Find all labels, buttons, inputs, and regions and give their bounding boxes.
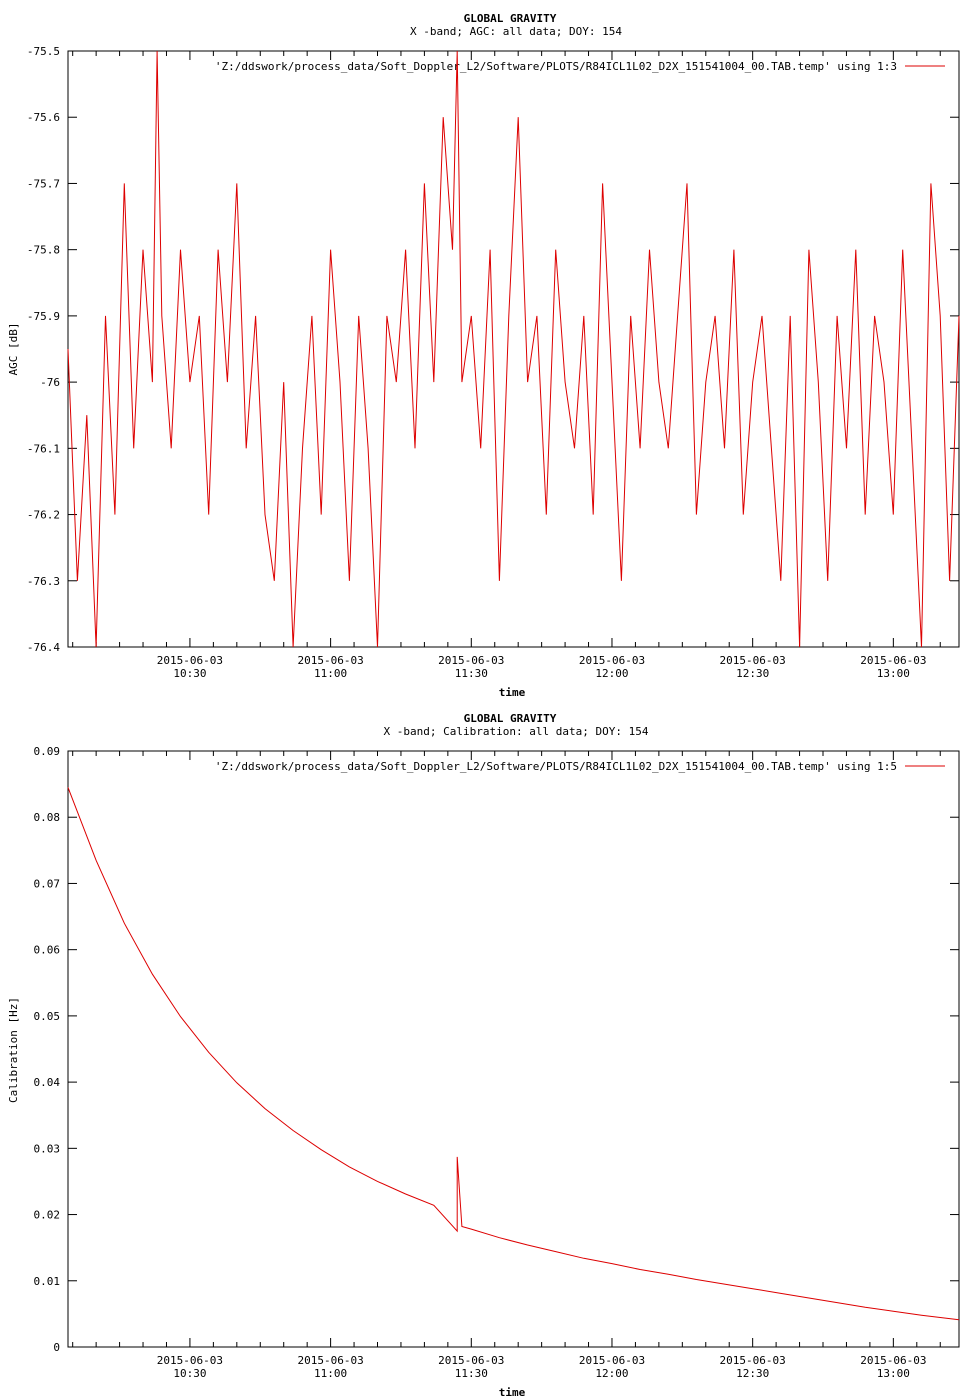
x-tick-label-date: 2015-06-03 bbox=[860, 654, 926, 667]
x-tick-label-time: 13:00 bbox=[877, 667, 910, 680]
y-tick-label: 0.02 bbox=[34, 1209, 61, 1222]
y-tick-label: -76 bbox=[40, 376, 60, 389]
x-tick-label-time: 12:30 bbox=[736, 1367, 769, 1380]
y-tick-label: 0 bbox=[53, 1341, 60, 1354]
y-tick-label: -76.1 bbox=[27, 442, 60, 455]
x-tick-label-time: 12:00 bbox=[595, 667, 628, 680]
y-tick-label: 0.03 bbox=[34, 1142, 61, 1155]
y-tick-label: 0.01 bbox=[34, 1275, 61, 1288]
x-tick-label-time: 10:30 bbox=[173, 667, 206, 680]
y-tick-label: -75.9 bbox=[27, 310, 60, 323]
x-tick-label-time: 11:30 bbox=[455, 1367, 488, 1380]
agc-chart: GLOBAL GRAVITY X -band; AGC: all data; D… bbox=[7, 12, 960, 699]
y-tick-label: -75.5 bbox=[27, 45, 60, 58]
plot-frame bbox=[67, 50, 960, 648]
chart-subtitle: X -band; AGC: all data; DOY: 154 bbox=[410, 25, 622, 38]
x-tick-label-time: 11:00 bbox=[314, 667, 347, 680]
chart-title: GLOBAL GRAVITY bbox=[464, 12, 557, 25]
y-tick-label: 0.05 bbox=[34, 1010, 61, 1023]
y-axis-label: Calibration [Hz] bbox=[7, 997, 20, 1103]
x-tick-label-time: 13:00 bbox=[877, 1367, 910, 1380]
x-tick-label-date: 2015-06-03 bbox=[438, 654, 504, 667]
x-tick-label-time: 11:00 bbox=[314, 1367, 347, 1380]
y-tick-label: 0.08 bbox=[34, 811, 61, 824]
legend-label: 'Z:/ddswork/process_data/Soft_Doppler_L2… bbox=[215, 60, 897, 73]
x-tick-label-date: 2015-06-03 bbox=[438, 1354, 504, 1367]
y-tick-label: -76.4 bbox=[27, 641, 60, 654]
y-axis-label: AGC [dB] bbox=[7, 323, 20, 376]
calibration-chart: GLOBAL GRAVITY X -band; Calibration: all… bbox=[7, 712, 960, 1399]
series-line bbox=[67, 50, 960, 648]
x-tick-label-time: 10:30 bbox=[173, 1367, 206, 1380]
y-tick-label: -75.8 bbox=[27, 244, 60, 257]
x-tick-label-date: 2015-06-03 bbox=[297, 654, 363, 667]
x-tick-label-date: 2015-06-03 bbox=[157, 654, 223, 667]
x-tick-label-date: 2015-06-03 bbox=[157, 1354, 223, 1367]
series-line bbox=[67, 787, 960, 1321]
x-tick-label-date: 2015-06-03 bbox=[720, 654, 786, 667]
x-tick-label-date: 2015-06-03 bbox=[579, 654, 645, 667]
chart-title: GLOBAL GRAVITY bbox=[464, 712, 557, 725]
x-tick-label-time: 12:00 bbox=[595, 1367, 628, 1380]
plot-frame bbox=[67, 750, 960, 1348]
y-tick-label: -75.7 bbox=[27, 177, 60, 190]
chart-subtitle: X -band; Calibration: all data; DOY: 154 bbox=[384, 725, 649, 738]
y-tick-label: 0.09 bbox=[34, 745, 61, 758]
x-tick-label-date: 2015-06-03 bbox=[297, 1354, 363, 1367]
x-tick-label-time: 11:30 bbox=[455, 667, 488, 680]
x-axis-label: time bbox=[499, 1386, 526, 1399]
x-tick-label-time: 12:30 bbox=[736, 667, 769, 680]
y-tick-label: 0.04 bbox=[34, 1076, 61, 1089]
y-tick-label: -76.3 bbox=[27, 575, 60, 588]
x-tick-label-date: 2015-06-03 bbox=[579, 1354, 645, 1367]
y-tick-label: -76.2 bbox=[27, 509, 60, 522]
x-tick-label-date: 2015-06-03 bbox=[720, 1354, 786, 1367]
legend-label: 'Z:/ddswork/process_data/Soft_Doppler_L2… bbox=[215, 760, 897, 773]
x-axis-label: time bbox=[499, 686, 526, 699]
y-tick-label: -75.6 bbox=[27, 111, 60, 124]
x-tick-label-date: 2015-06-03 bbox=[860, 1354, 926, 1367]
y-tick-label: 0.07 bbox=[34, 877, 61, 890]
y-tick-label: 0.06 bbox=[34, 944, 61, 957]
